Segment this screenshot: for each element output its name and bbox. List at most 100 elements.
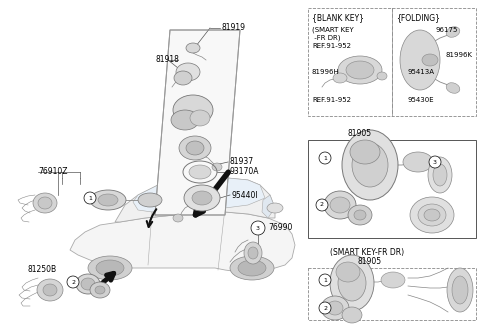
Ellipse shape [330,197,350,213]
Ellipse shape [433,164,447,186]
Bar [308,8,476,116]
Circle shape [84,192,96,204]
Ellipse shape [381,272,405,288]
Ellipse shape [248,247,258,259]
Ellipse shape [333,73,347,83]
Text: 1: 1 [323,278,327,283]
Polygon shape [133,178,265,212]
Text: 1: 1 [88,196,92,200]
Text: 1: 1 [323,156,327,161]
Ellipse shape [342,130,398,200]
Ellipse shape [88,256,132,280]
Ellipse shape [37,279,63,301]
Text: 76990: 76990 [268,223,292,232]
Text: 2: 2 [320,202,324,208]
Ellipse shape [173,95,213,125]
Bar [308,140,476,238]
Ellipse shape [38,197,52,209]
Text: {BLANK KEY}: {BLANK KEY} [312,13,364,23]
Ellipse shape [186,43,200,53]
Text: (SMART KEY: (SMART KEY [312,27,354,33]
Ellipse shape [350,140,380,164]
Ellipse shape [338,56,382,84]
Ellipse shape [171,110,199,130]
Ellipse shape [452,276,468,304]
Text: 81937: 81937 [229,158,253,166]
Ellipse shape [348,205,372,225]
Text: 81919: 81919 [221,24,245,32]
Ellipse shape [330,255,374,311]
Ellipse shape [179,136,211,160]
Text: REF.91-952: REF.91-952 [312,43,351,49]
Text: 81996K: 81996K [445,52,472,58]
Text: (SMART KEY-FR DR): (SMART KEY-FR DR) [330,248,404,256]
Text: 81996H: 81996H [312,69,340,75]
Ellipse shape [230,256,274,280]
Ellipse shape [342,307,362,323]
Circle shape [319,302,331,314]
Text: 81918: 81918 [155,56,179,64]
Ellipse shape [173,214,183,222]
Text: 76910Z: 76910Z [38,167,68,177]
Ellipse shape [98,194,118,206]
Circle shape [316,199,328,211]
Ellipse shape [324,191,356,219]
Polygon shape [262,195,275,218]
Ellipse shape [90,282,110,298]
Ellipse shape [403,152,433,172]
Ellipse shape [410,197,454,233]
Text: 93170A: 93170A [230,167,260,177]
Ellipse shape [336,262,360,282]
Text: 3: 3 [256,226,260,231]
Ellipse shape [189,165,211,179]
Text: 3: 3 [433,160,437,164]
Text: {FOLDING}: {FOLDING} [396,13,440,23]
Ellipse shape [212,163,222,171]
Text: -FR DR): -FR DR) [312,35,340,41]
Ellipse shape [377,72,387,80]
Ellipse shape [138,193,162,207]
Polygon shape [155,30,240,215]
Polygon shape [115,178,275,222]
Ellipse shape [327,301,343,315]
Ellipse shape [174,71,192,85]
Text: 81905: 81905 [348,129,372,139]
Ellipse shape [33,193,57,213]
Text: REF.91-952: REF.91-952 [312,97,351,103]
Ellipse shape [192,191,212,205]
Ellipse shape [90,190,126,210]
Ellipse shape [184,185,220,211]
Circle shape [251,221,265,235]
Ellipse shape [96,260,124,276]
Text: 2: 2 [323,305,327,311]
Ellipse shape [81,278,95,290]
Ellipse shape [446,83,460,93]
Ellipse shape [446,27,460,37]
Ellipse shape [400,30,440,90]
Ellipse shape [428,157,452,193]
Text: 95413A: 95413A [408,69,435,75]
Circle shape [67,276,79,288]
Ellipse shape [352,143,388,187]
Text: 2: 2 [71,280,75,284]
Polygon shape [70,212,295,272]
Ellipse shape [267,203,283,213]
Circle shape [319,274,331,286]
Ellipse shape [95,286,105,294]
Ellipse shape [321,296,349,320]
Text: 81250B: 81250B [28,266,57,274]
Text: 81905: 81905 [358,257,382,267]
Ellipse shape [418,204,446,226]
Text: 96175: 96175 [435,27,457,33]
Ellipse shape [447,268,473,312]
Circle shape [319,152,331,164]
Text: 95440I: 95440I [231,191,258,199]
Ellipse shape [338,265,366,301]
Ellipse shape [422,54,438,66]
Ellipse shape [190,110,210,126]
Bar [308,268,476,320]
Ellipse shape [43,284,57,296]
Ellipse shape [346,61,374,79]
Ellipse shape [424,209,440,221]
Ellipse shape [238,260,266,276]
